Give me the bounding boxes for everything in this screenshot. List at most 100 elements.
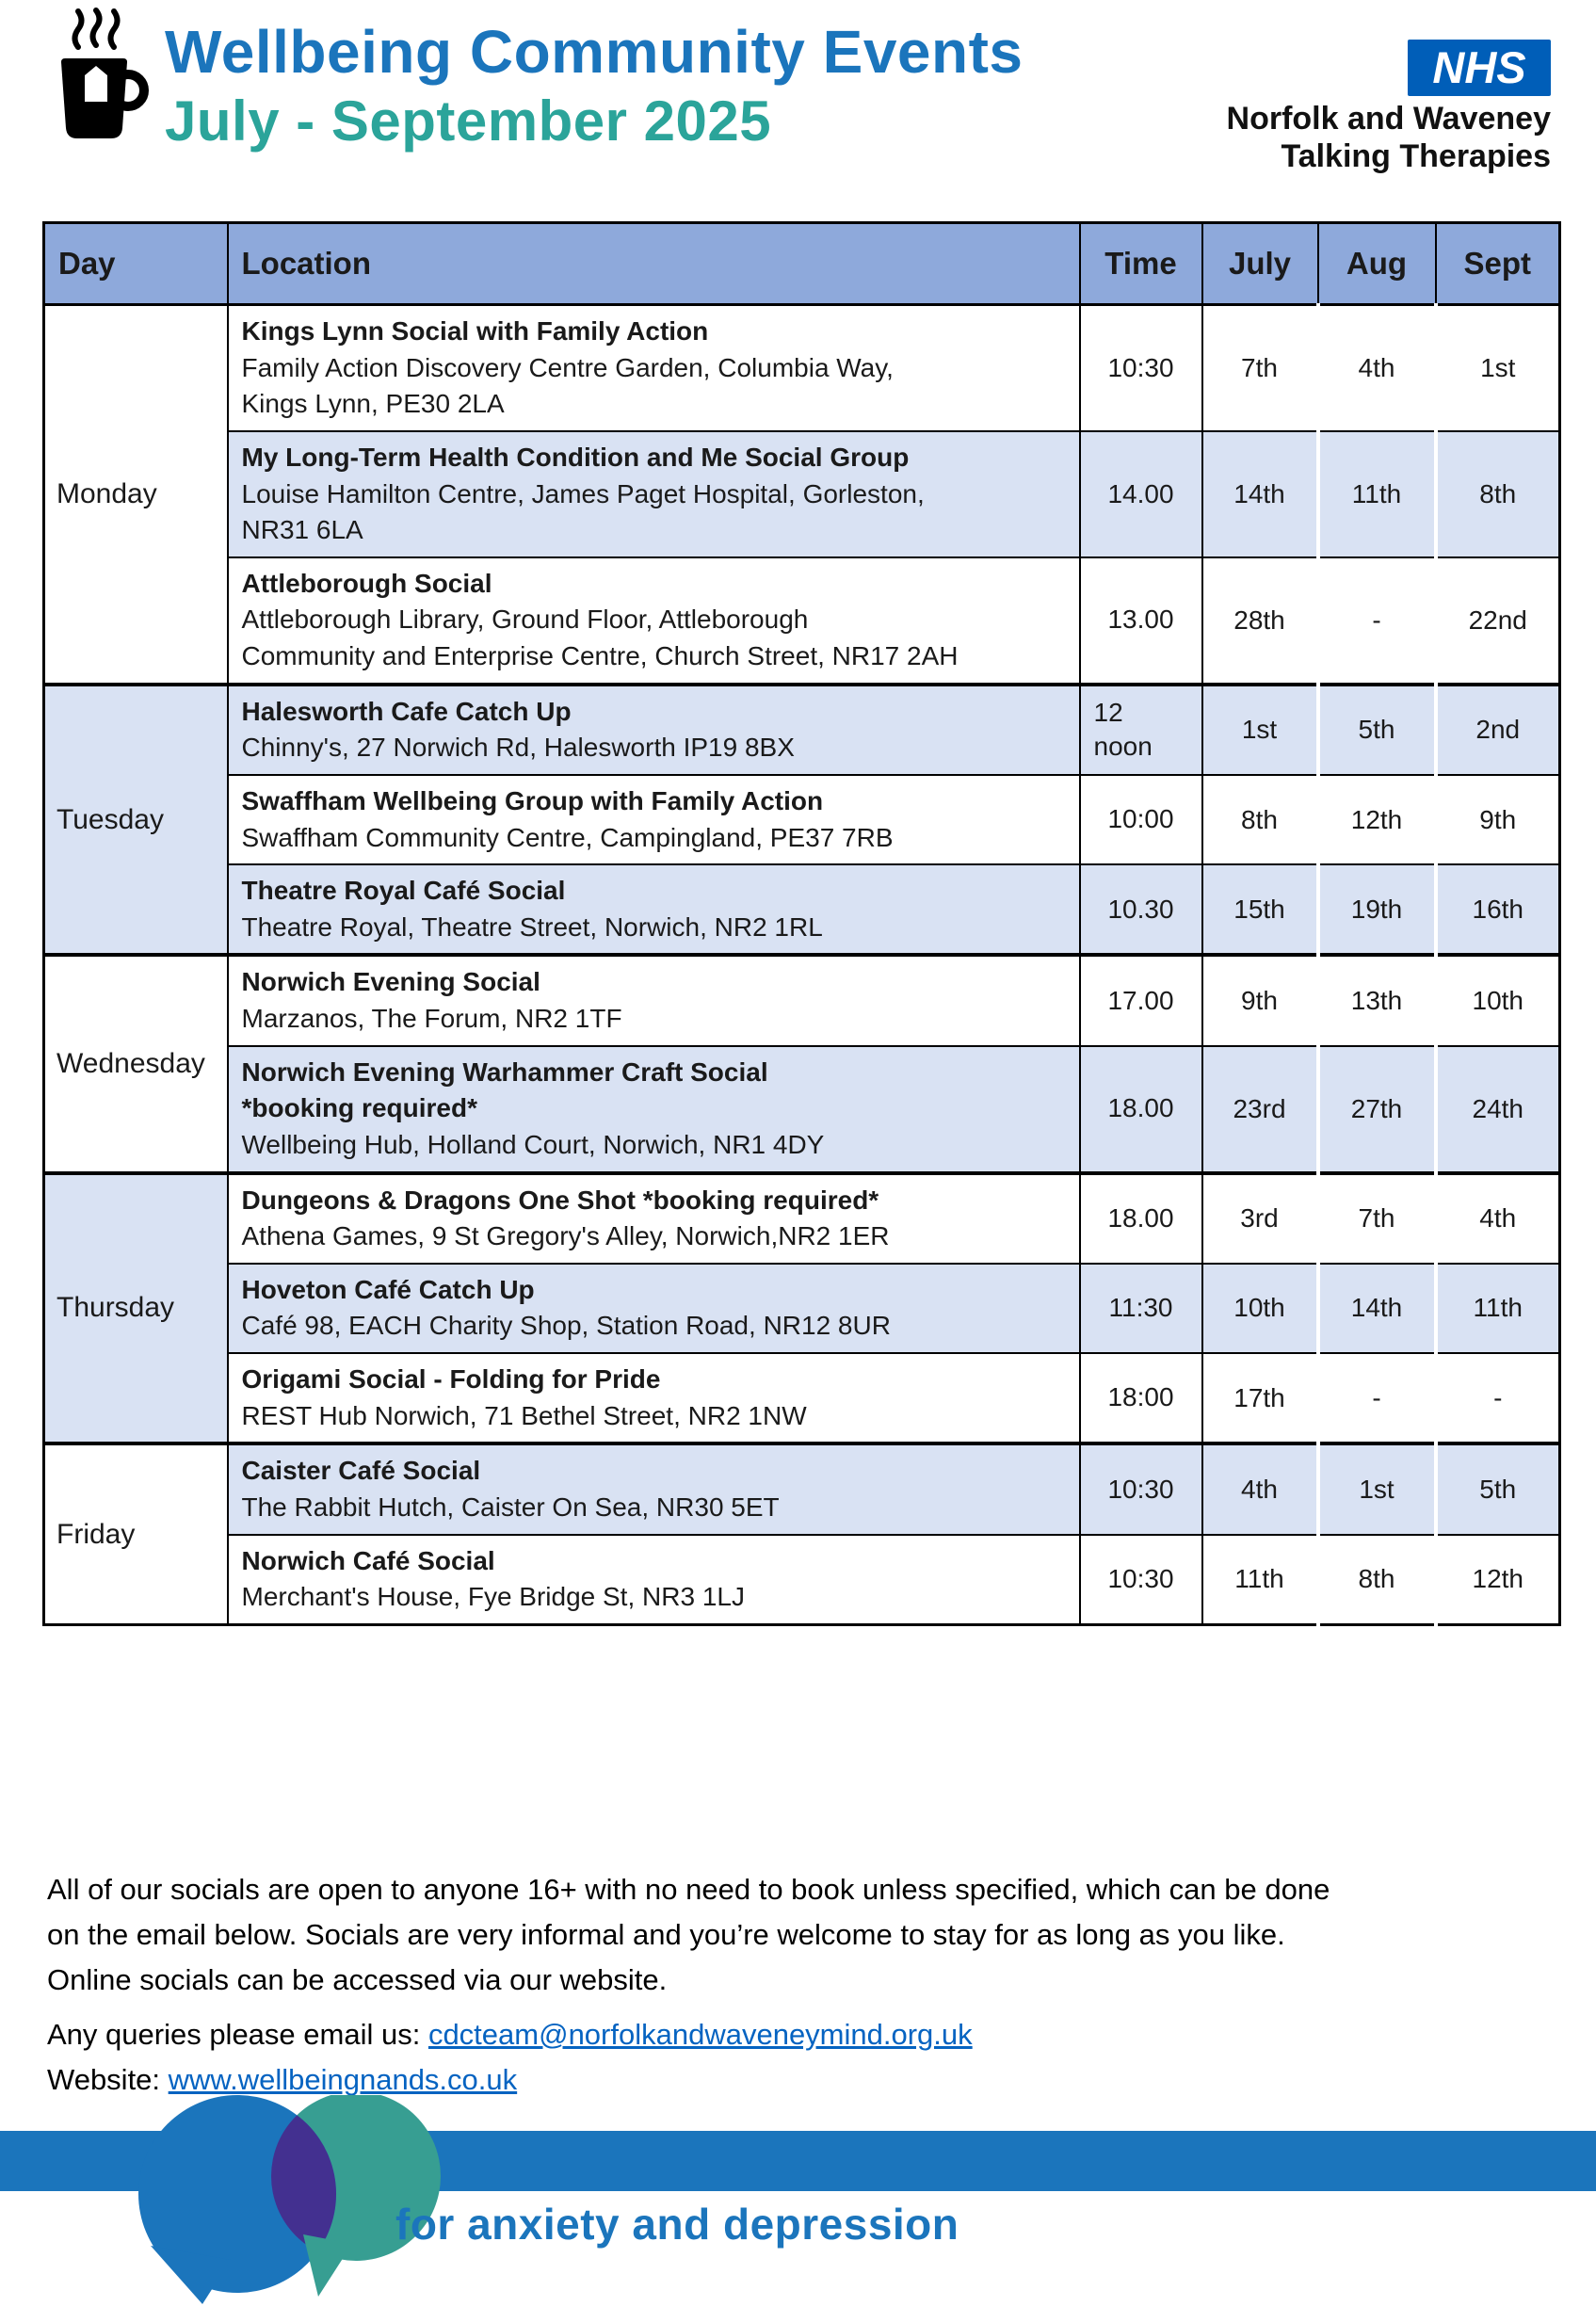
time-cell: 18.00 bbox=[1079, 1044, 1203, 1173]
page-title-line2: July - September 2025 bbox=[165, 89, 772, 153]
footer-tagline: for anxiety and depression bbox=[395, 2200, 959, 2249]
sept-cell: 1st bbox=[1433, 303, 1560, 431]
table-row: Wednesday Norwich Evening Social Marzanos,… bbox=[43, 953, 1560, 1173]
time-cell: 10:00 bbox=[1079, 773, 1203, 865]
coffee-cup-icon bbox=[49, 8, 153, 146]
july-cell: 10th bbox=[1201, 1262, 1318, 1353]
july-cell: 3rd bbox=[1201, 1170, 1318, 1264]
event-address: The Rabbit Hutch, Caister On Sea, NR30 5… bbox=[241, 1492, 780, 1522]
event-title: My Long-Term Health Condition and Me Soc… bbox=[241, 442, 910, 472]
event-title: Caister Café Social bbox=[241, 1456, 481, 1486]
time-cell: 10.30 bbox=[1079, 863, 1203, 956]
col-header-aug: Aug bbox=[1316, 221, 1437, 306]
event-address: Swaffham Community Centre, Campingland, … bbox=[241, 822, 894, 852]
event-address: Chinny's, 27 Norwich Rd, Halesworth IP19… bbox=[241, 733, 795, 763]
queries-line: Any queries please email us: cdcteam@nor… bbox=[47, 2012, 1330, 2057]
table-row: Tuesday Halesworth Cafe Catch Up Chinny's,… bbox=[43, 682, 1560, 956]
event-cell: Caister Café Social The Rabbit Hutch, Cai… bbox=[227, 1442, 1081, 1535]
time-cell: 10:30 bbox=[1079, 1442, 1203, 1535]
table-row: Hoveton Café Catch Up Café 98, EACH Chari… bbox=[44, 1262, 1560, 1353]
event-address: Louise Hamilton Centre, James Paget Hosp… bbox=[241, 478, 925, 545]
event-title: Norwich Evening Warhammer Craft Social *… bbox=[241, 1056, 768, 1123]
event-address: Family Action Discovery Centre Garden, C… bbox=[241, 352, 894, 419]
event-title: Norwich Evening Social bbox=[241, 967, 540, 997]
july-cell: 28th bbox=[1201, 556, 1318, 685]
col-header-day: Day bbox=[42, 221, 229, 306]
aug-cell: - bbox=[1315, 1351, 1436, 1444]
day-cell: Thursday bbox=[43, 1170, 229, 1444]
july-cell: 14th bbox=[1201, 429, 1318, 557]
event-title: Hoveton Café Catch Up bbox=[241, 1274, 535, 1304]
event-address: REST Hub Norwich, 71 Bethel Street, NR2 … bbox=[241, 1400, 807, 1430]
sept-cell: 8th bbox=[1433, 429, 1560, 557]
page-title-line1: Wellbeing Community Events bbox=[165, 18, 1024, 86]
time-cell: 17.00 bbox=[1079, 953, 1203, 1046]
email-link[interactable]: cdcteam@norfolkandwaveneymind.org.uk bbox=[427, 2018, 973, 2052]
table-row: Swaffham Wellbeing Group with Family Act… bbox=[44, 773, 1560, 865]
table-row: Origami Social - Folding for Pride REST H… bbox=[44, 1351, 1560, 1444]
event-title: Attleborough Social bbox=[241, 568, 492, 598]
event-cell: Norwich Café Social Merchant's House, Fye… bbox=[227, 1533, 1081, 1625]
table-row: Monday Kings Lynn Social with Family Acti… bbox=[43, 303, 1560, 685]
aug-cell: - bbox=[1315, 556, 1436, 685]
event-cell: My Long-Term Health Condition and Me Soc… bbox=[227, 429, 1081, 557]
event-cell: Halesworth Cafe Catch Up Chinny's, 27 Nor… bbox=[227, 682, 1081, 775]
event-title: Halesworth Cafe Catch Up bbox=[241, 696, 572, 726]
notes-section: All of our socials are open to anyone 16… bbox=[47, 1867, 1330, 2103]
time-cell: 12 noon bbox=[1079, 682, 1203, 775]
july-cell: 1st bbox=[1201, 682, 1318, 775]
july-cell: 7th bbox=[1201, 303, 1318, 431]
event-cell: Hoveton Café Catch Up Café 98, EACH Chari… bbox=[227, 1262, 1081, 1353]
event-address: Theatre Royal, Theatre Street, Norwich, … bbox=[241, 911, 823, 942]
sept-cell: 9th bbox=[1433, 773, 1560, 865]
page-title: Wellbeing Community Events July - Septem… bbox=[165, 18, 1024, 153]
event-title: Dungeons & Dragons One Shot *booking req… bbox=[241, 1185, 879, 1215]
event-title: Kings Lynn Social with Family Action bbox=[241, 316, 709, 346]
nhs-org-line1: Norfolk and Waveney bbox=[1226, 101, 1551, 137]
july-cell: 11th bbox=[1201, 1533, 1318, 1625]
table-row: Friday Caister Café Social The Rabbit Hutc… bbox=[43, 1442, 1560, 1625]
table-row: Norwich Café Social Merchant's House, Fye… bbox=[44, 1533, 1560, 1625]
event-title: Swaffham Wellbeing Group with Family Act… bbox=[241, 785, 824, 815]
event-cell: Kings Lynn Social with Family Action Fami… bbox=[227, 303, 1081, 431]
event-cell: Attleborough Social Attleborough Library,… bbox=[227, 556, 1081, 685]
sept-cell: 22nd bbox=[1433, 556, 1560, 685]
july-cell: 4th bbox=[1201, 1442, 1318, 1535]
july-cell: 9th bbox=[1201, 953, 1318, 1046]
aug-cell: 11th bbox=[1315, 429, 1436, 557]
website-label: Website: bbox=[47, 2063, 169, 2097]
website-link[interactable]: www.wellbeingnands.co.uk bbox=[168, 2063, 518, 2097]
event-cell: Norwich Evening Warhammer Craft Social *… bbox=[227, 1044, 1081, 1173]
sept-cell: 5th bbox=[1433, 1442, 1560, 1535]
event-cell: Norwich Evening Social Marzanos, The Foru… bbox=[227, 953, 1081, 1046]
sept-cell: - bbox=[1433, 1351, 1560, 1444]
aug-cell: 8th bbox=[1315, 1533, 1436, 1625]
time-cell: 13.00 bbox=[1079, 556, 1203, 685]
table-header-row: Day Location Time July Aug Sept bbox=[42, 221, 1561, 306]
nhs-logo: NHS bbox=[1408, 40, 1551, 96]
event-cell: Origami Social - Folding for Pride REST H… bbox=[227, 1351, 1081, 1444]
event-address: Athena Games, 9 St Gregory's Alley, Norw… bbox=[241, 1221, 890, 1251]
time-cell: 18.00 bbox=[1079, 1170, 1203, 1264]
table-row: My Long-Term Health Condition and Me Soc… bbox=[44, 429, 1560, 557]
events-table: Day Location Time July Aug Sept Monday Ki… bbox=[42, 221, 1561, 1626]
sept-cell: 12th bbox=[1433, 1533, 1560, 1625]
aug-cell: 14th bbox=[1315, 1262, 1436, 1353]
col-header-sept: Sept bbox=[1434, 221, 1561, 306]
event-address: Café 98, EACH Charity Shop, Station Road… bbox=[241, 1311, 891, 1341]
col-header-location: Location bbox=[226, 221, 1081, 306]
event-title: Theatre Royal Café Social bbox=[241, 876, 566, 906]
nhs-branding: NHS Norfolk and Waveney Talking Therapie… bbox=[1227, 40, 1551, 175]
table-row: Theatre Royal Café Social Theatre Royal, … bbox=[44, 863, 1560, 956]
sept-cell: 11th bbox=[1433, 1262, 1560, 1353]
july-cell: 17th bbox=[1201, 1351, 1318, 1444]
time-cell: 18:00 bbox=[1079, 1351, 1203, 1444]
time-cell: 10:30 bbox=[1079, 303, 1203, 431]
aug-cell: 5th bbox=[1315, 682, 1436, 775]
day-cell: Tuesday bbox=[43, 682, 229, 956]
day-cell: Monday bbox=[43, 303, 229, 685]
july-cell: 8th bbox=[1201, 773, 1318, 865]
event-address: Attleborough Library, Ground Floor, Attl… bbox=[241, 605, 959, 670]
table-row: Thursday Dungeons & Dragons One Shot *boo… bbox=[43, 1170, 1560, 1444]
